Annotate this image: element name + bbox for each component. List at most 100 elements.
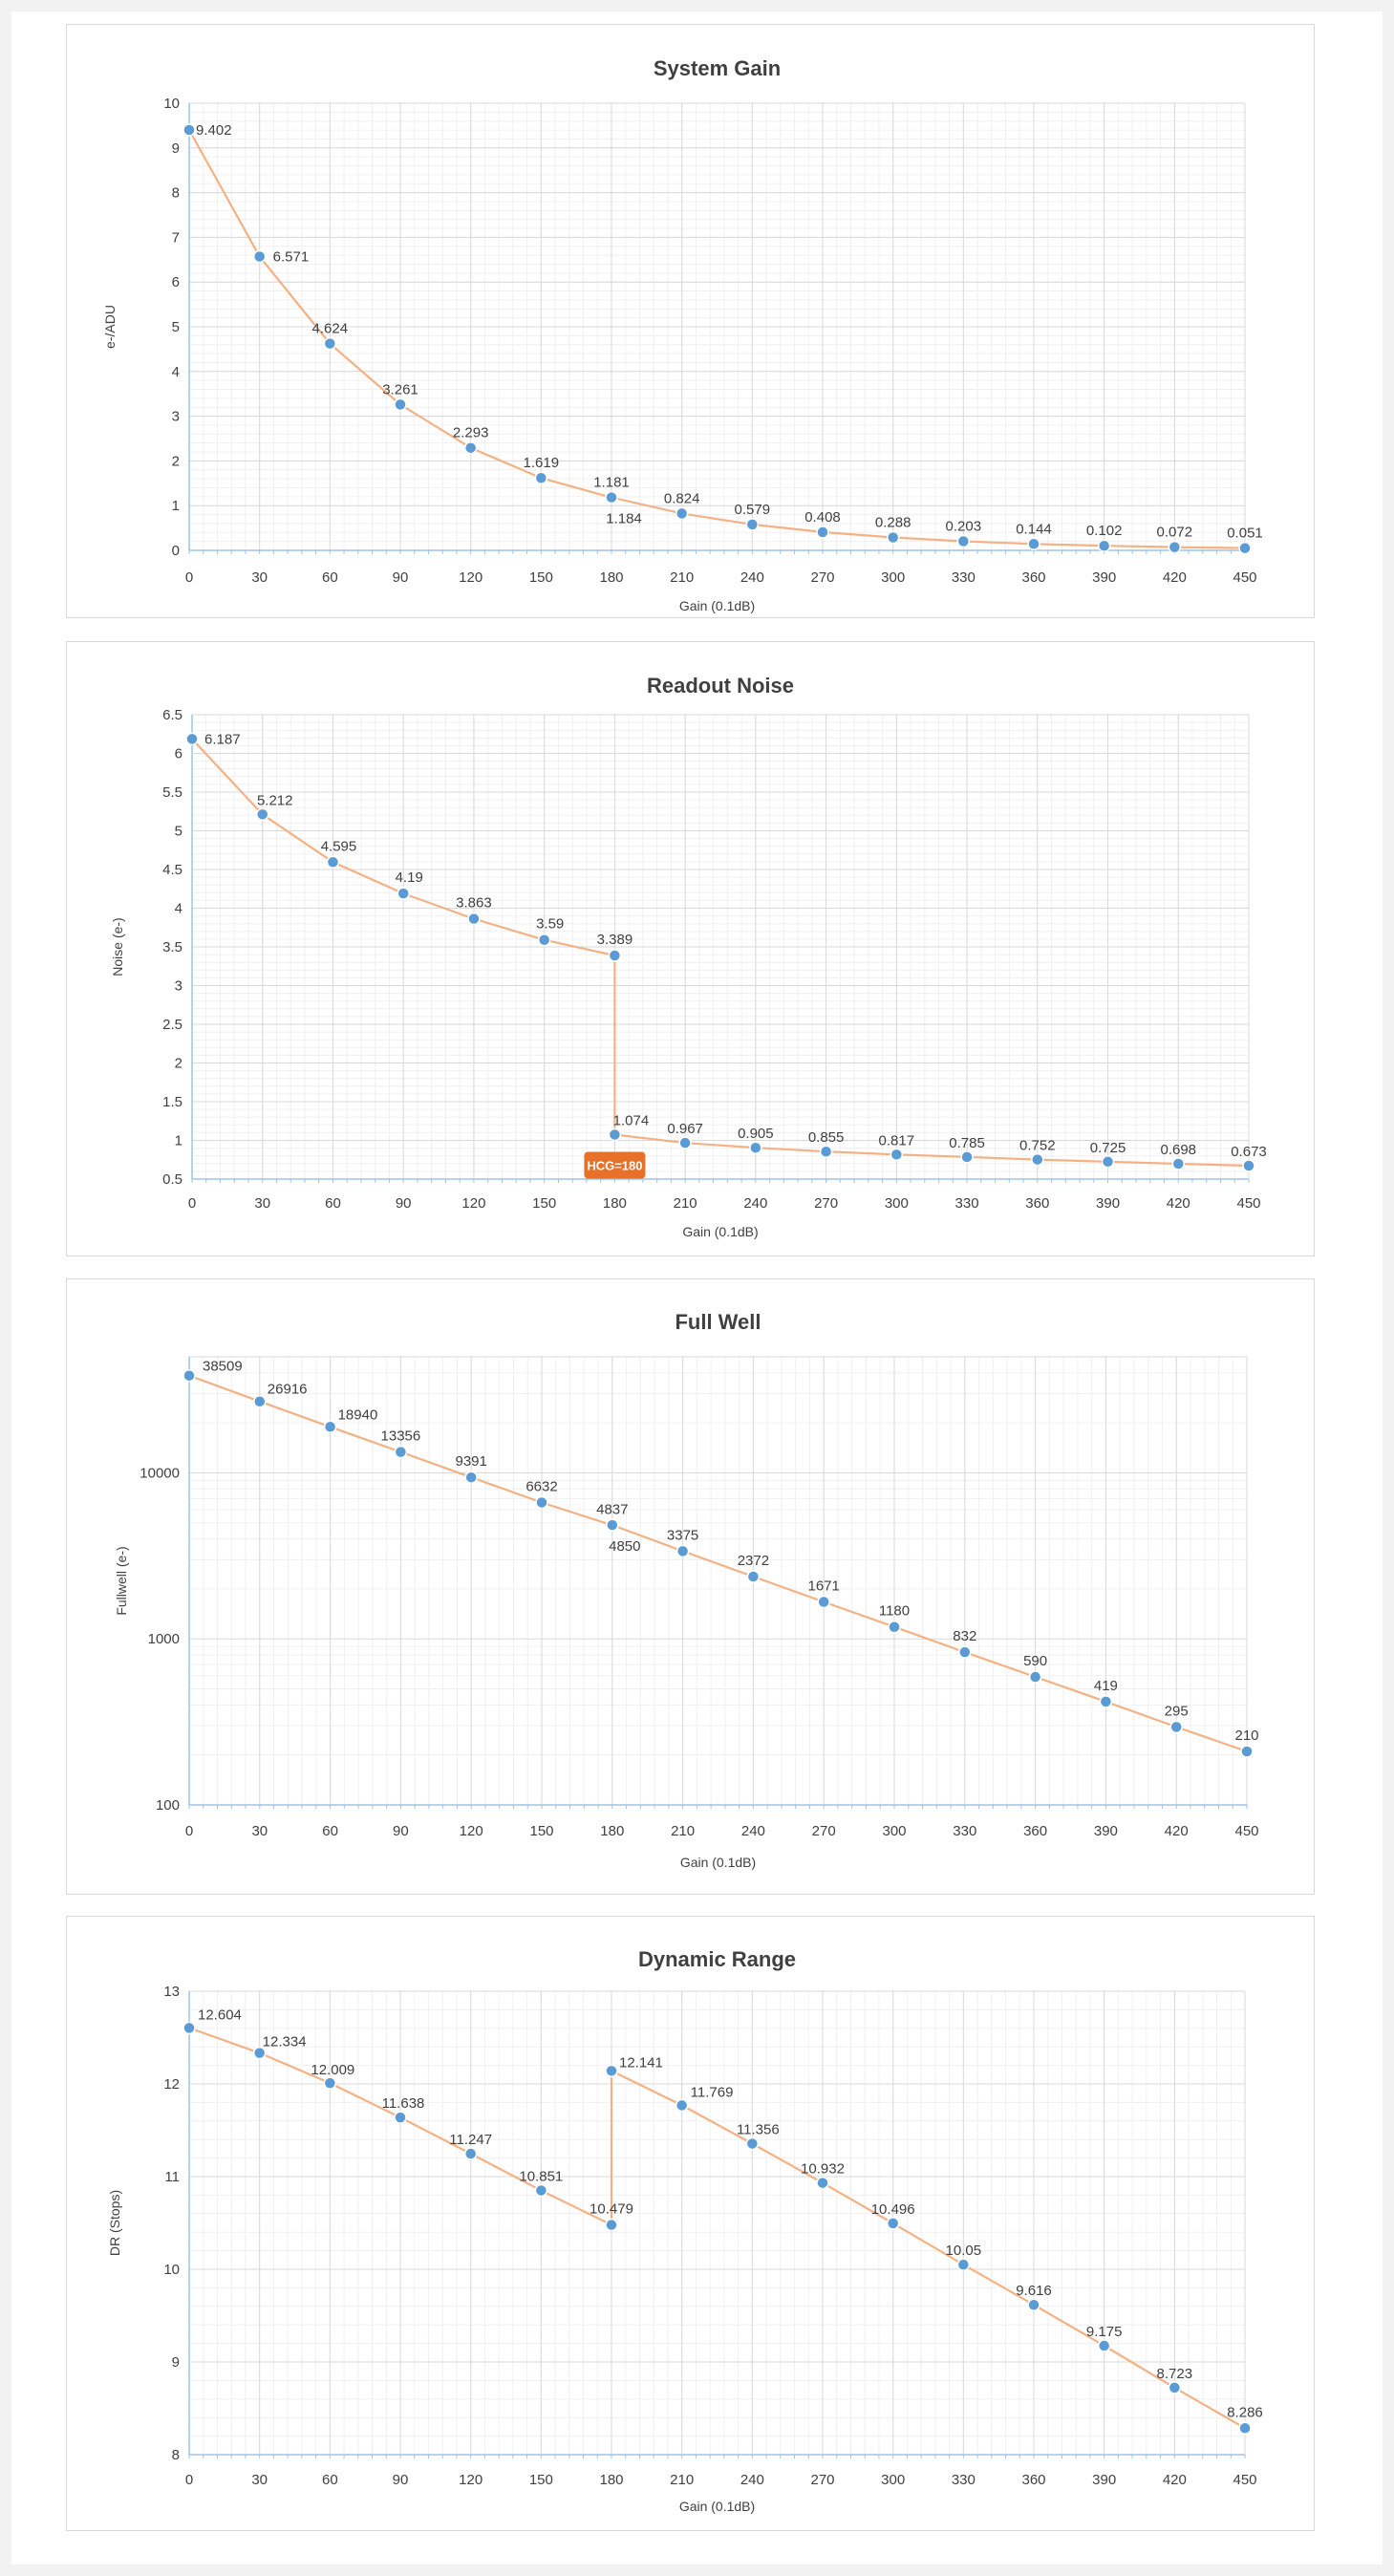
x-tick-label: 120 bbox=[460, 1823, 483, 1839]
data-label: 11.247 bbox=[449, 2132, 492, 2148]
chart-panel-full-well: Full Well 0 30 60 90 120 150 180 210 240 270 300 330… bbox=[66, 1278, 1315, 1895]
data-point bbox=[816, 526, 829, 539]
data-point bbox=[182, 2021, 196, 2035]
y-tick-label: 8 bbox=[172, 185, 180, 202]
grid bbox=[188, 1990, 1246, 2456]
x-tick-label: 0 bbox=[185, 2472, 193, 2488]
series-line bbox=[188, 1374, 1248, 1753]
data-label: 295 bbox=[1165, 1703, 1189, 1719]
chart-full-well: Full Well 0 30 60 90 120 150 180 210 240 270 300 330… bbox=[114, 1310, 1259, 1870]
y-tick-label: 1 bbox=[175, 1133, 182, 1149]
data-label: 4.624 bbox=[312, 321, 349, 337]
chart-title: Full Well bbox=[675, 1310, 761, 1334]
data-label: 0.203 bbox=[946, 518, 982, 534]
data-point bbox=[323, 2076, 337, 2090]
y-tick-label: 100 bbox=[156, 1797, 180, 1814]
data-point bbox=[1097, 2339, 1111, 2352]
data-label: 1.181 bbox=[593, 475, 630, 491]
data-label: 2.293 bbox=[453, 425, 489, 441]
x-tick-label: 300 bbox=[881, 2472, 905, 2488]
chart-dynamic-range: Dynamic Range 0 30 60 90 120 150 180 210 240 270 30… bbox=[107, 1947, 1263, 2514]
y-tick-label: 0 bbox=[172, 543, 180, 559]
data-label: 10.496 bbox=[871, 2201, 915, 2218]
chart-title: Readout Noise bbox=[647, 674, 794, 698]
x-tick-label: 120 bbox=[459, 2472, 483, 2488]
data-point bbox=[1168, 2381, 1182, 2394]
data-label: 0.785 bbox=[949, 1135, 985, 1151]
x-axis-label: Gain (0.1dB) bbox=[679, 598, 755, 613]
y-tick-label: 3 bbox=[175, 978, 182, 995]
y-tick-label: 2.5 bbox=[162, 1017, 182, 1033]
x-tick-label: 210 bbox=[670, 2472, 694, 2488]
x-tick-label: 450 bbox=[1233, 569, 1256, 586]
y-tick-label: 3.5 bbox=[162, 939, 182, 955]
data-point bbox=[463, 2147, 478, 2160]
grid bbox=[188, 1356, 1248, 1806]
y-tick-label: 2 bbox=[175, 1056, 182, 1072]
x-tick-label: 0 bbox=[185, 1823, 193, 1839]
x-tick-label: 240 bbox=[741, 1823, 765, 1839]
data-point bbox=[746, 1570, 761, 1583]
x-tick-label: 210 bbox=[671, 1823, 695, 1839]
x-tick-label: 30 bbox=[251, 569, 268, 586]
data-point bbox=[676, 1544, 690, 1558]
annotation-badge bbox=[584, 1151, 646, 1179]
data-label: 10.05 bbox=[946, 2243, 982, 2259]
y-tick-label: 0.5 bbox=[162, 1171, 182, 1188]
data-label: 0.967 bbox=[667, 1121, 703, 1137]
data-label: 4850 bbox=[609, 1538, 640, 1555]
x-tick-label: 390 bbox=[1092, 2472, 1116, 2488]
data-label: 9.616 bbox=[1016, 2283, 1052, 2299]
data-point bbox=[397, 887, 410, 900]
x-tick-label: 300 bbox=[881, 569, 905, 586]
data-point bbox=[890, 1148, 904, 1162]
x-tick-label: 210 bbox=[674, 1195, 697, 1212]
data-label: 4.595 bbox=[321, 838, 357, 854]
data-point bbox=[394, 2111, 407, 2124]
data-point bbox=[608, 949, 622, 962]
data-label: 5.212 bbox=[257, 792, 293, 808]
data-point bbox=[394, 397, 407, 412]
data-point bbox=[960, 1150, 974, 1164]
data-point bbox=[1171, 1157, 1186, 1170]
data-label: 10.479 bbox=[590, 2201, 633, 2218]
data-point bbox=[1027, 537, 1040, 551]
x-axis-label: Gain (0.1dB) bbox=[679, 2499, 755, 2514]
data-label: 0.408 bbox=[804, 509, 841, 526]
annotation-label: HCG=180 bbox=[587, 1159, 642, 1173]
data-point bbox=[1238, 541, 1252, 555]
data-point bbox=[534, 471, 548, 484]
x-tick-label: 390 bbox=[1096, 1195, 1120, 1212]
x-tick-label: 90 bbox=[396, 1195, 412, 1212]
data-point bbox=[1027, 2298, 1040, 2311]
data-label: 11.638 bbox=[382, 2095, 425, 2112]
x-tick-label: 300 bbox=[885, 1195, 909, 1212]
y-tick-label: 1 bbox=[172, 498, 180, 514]
data-point bbox=[886, 530, 900, 545]
x-tick-label: 300 bbox=[882, 1823, 906, 1839]
data-point bbox=[817, 1595, 830, 1609]
data-point bbox=[182, 1368, 196, 1383]
x-tick-label: 450 bbox=[1236, 1195, 1260, 1212]
y-axis-label: Fullwell (e-) bbox=[114, 1546, 129, 1615]
data-label: 0.673 bbox=[1231, 1144, 1267, 1160]
x-tick-label: 330 bbox=[952, 569, 976, 586]
x-tick-label: 30 bbox=[254, 1195, 270, 1212]
y-tick-label: 8 bbox=[172, 2447, 180, 2463]
data-point bbox=[323, 336, 337, 351]
data-point bbox=[467, 912, 481, 926]
data-label: 4.19 bbox=[396, 869, 423, 886]
data-label: 0.752 bbox=[1019, 1138, 1056, 1154]
data-point bbox=[1101, 1155, 1115, 1169]
y-tick-label: 5 bbox=[175, 824, 182, 840]
data-label: 13356 bbox=[381, 1428, 421, 1445]
data-label: 3.261 bbox=[382, 381, 418, 397]
data-label: 590 bbox=[1023, 1653, 1047, 1669]
y-tick-label: 6.5 bbox=[162, 707, 182, 723]
x-tick-label: 180 bbox=[600, 1823, 624, 1839]
data-label: 4837 bbox=[596, 1501, 628, 1517]
grid bbox=[191, 714, 1250, 1180]
data-point bbox=[606, 1518, 619, 1532]
data-label: 419 bbox=[1094, 1678, 1118, 1694]
